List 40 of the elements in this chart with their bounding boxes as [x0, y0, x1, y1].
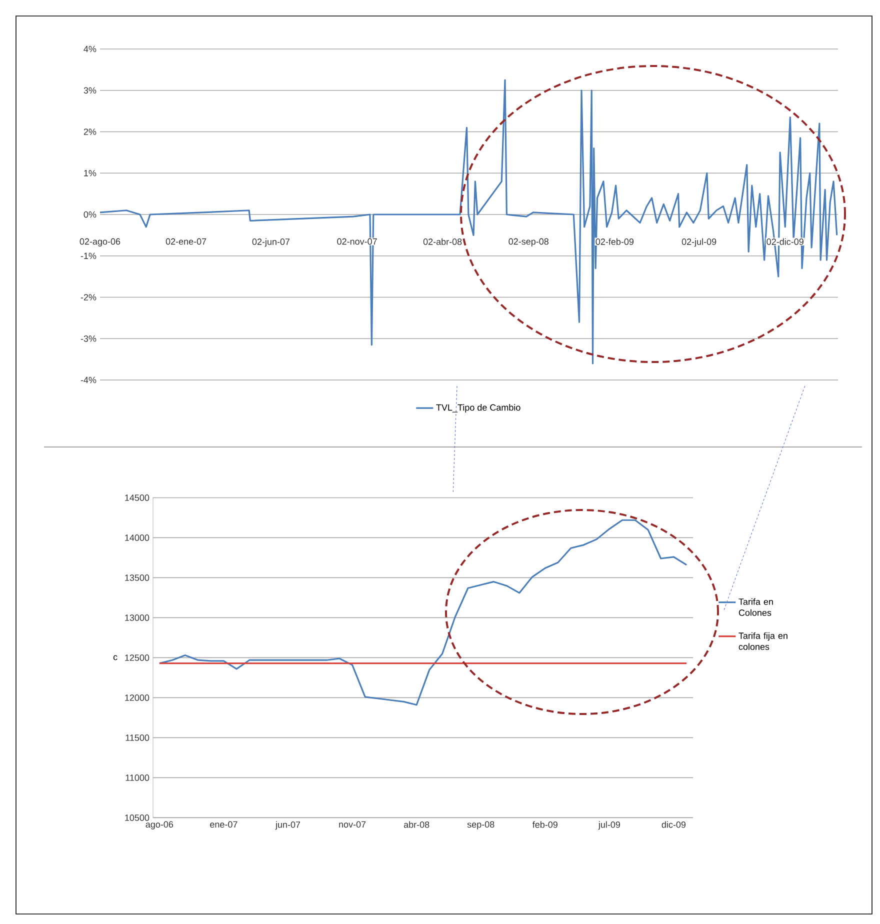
- x-tick-label: 02-abr-08: [423, 238, 462, 245]
- x-tick-label: 02-sep-08: [508, 238, 548, 246]
- x-tick-label: 02-nov-07: [337, 238, 377, 245]
- x-tick-label: feb-09: [532, 821, 558, 828]
- x-tick-label: 02-jul-09: [682, 238, 716, 247]
- x-tick-label: 02-ago-06: [80, 238, 120, 246]
- y-tick-label: 1%: [84, 170, 96, 176]
- legend-label: Tarifa fija en colones: [738, 632, 788, 650]
- y-tick-label: -2%: [80, 294, 96, 300]
- y-tick-label: 0%: [84, 211, 96, 218]
- x-tick-label: ago-06: [146, 821, 174, 830]
- x-tick-label: nov-07: [339, 821, 366, 828]
- y-tick-label: 14000: [125, 534, 150, 541]
- y-tick-label: 14500: [125, 494, 150, 501]
- y-tick-label: 12000: [125, 694, 150, 701]
- x-tick-label: ene-07: [210, 821, 238, 828]
- x-tick-label: abr-08: [404, 821, 430, 828]
- y-tick-label: 11500: [126, 734, 150, 741]
- legend-label: TVL_Tipo de Cambio: [436, 404, 520, 412]
- x-tick-label: 02-jun-07: [252, 238, 290, 247]
- x-tick-label: dic-09: [662, 821, 686, 828]
- y-tick-label: 11000: [126, 774, 150, 781]
- y-tick-label: 12500: [125, 654, 150, 661]
- x-tick-label: 02-feb-09: [596, 238, 634, 245]
- y-tick-label: 2%: [84, 128, 96, 135]
- y-tick-label: -3%: [80, 335, 96, 342]
- y-tick-label: 10500: [125, 814, 150, 821]
- y-tick-label: -1%: [80, 252, 96, 260]
- x-tick-label: 02-dic-09: [766, 238, 804, 245]
- y-tick-label: 3%: [84, 87, 96, 94]
- y-tick-label: 13500: [125, 574, 150, 581]
- y-tick-label: 13000: [125, 614, 150, 621]
- legend-label: Tarifa en Colones: [738, 598, 773, 616]
- y-tick-label: 4%: [84, 46, 96, 52]
- x-tick-label: 02-ene-07: [166, 238, 206, 245]
- y-tick-label: -4%: [80, 376, 96, 384]
- y-axis-title: c: [113, 655, 118, 660]
- x-tick-label: sep-08: [467, 821, 494, 830]
- x-tick-label: jun-07: [275, 821, 300, 830]
- x-tick-label: jul-09: [598, 821, 620, 830]
